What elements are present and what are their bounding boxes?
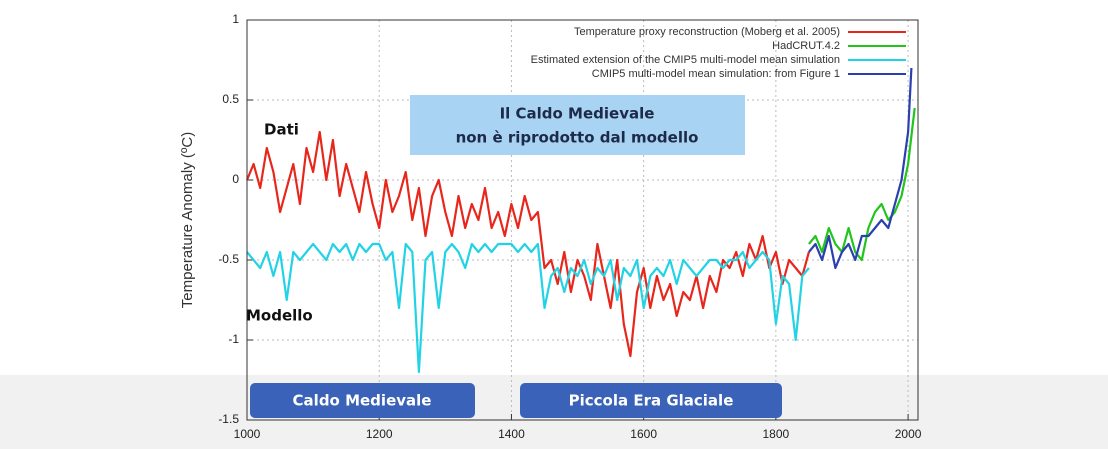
annotation-box	[250, 383, 475, 418]
annotation: non è riprodotto dal modello	[456, 129, 699, 147]
x-tick-label: 1000	[234, 427, 261, 441]
annotation: Caldo Medievale	[293, 392, 432, 410]
x-tick-label: 1200	[366, 427, 393, 441]
annotation: Piccola Era Glaciale	[569, 392, 734, 410]
annotation-box	[410, 95, 745, 155]
y-tick-label: 1	[232, 12, 239, 26]
legend-label: CMIP5 multi-model mean simulation: from …	[592, 68, 840, 80]
annotation: Il Caldo Medievale	[500, 105, 655, 123]
legend-label: Estimated extension of the CMIP5 multi-m…	[531, 54, 840, 66]
data-line	[808, 107, 916, 262]
x-tick-label: 2000	[895, 427, 922, 441]
data-line	[808, 67, 913, 270]
y-tick-label: -0.5	[218, 252, 239, 266]
y-tick-label: 0	[232, 172, 239, 186]
legend-label: HadCRUT.4.2	[772, 40, 840, 52]
plot-frame	[246, 19, 919, 421]
x-tick-label: 1800	[763, 427, 790, 441]
data-line	[246, 242, 810, 374]
data-line	[245, 130, 810, 358]
y-tick-label: 0.5	[222, 92, 239, 106]
y-tick-label: -1	[228, 332, 239, 346]
legend-label: Temperature proxy reconstruction (Moberg…	[574, 26, 840, 38]
annotation-box	[520, 383, 782, 418]
annotation: Dati	[264, 121, 299, 139]
x-tick-label: 1600	[630, 427, 657, 441]
annotation: Modello	[246, 307, 313, 325]
plot-area: -1.5 -1 -0.5 0 0.5 1 1000 1200 1400 1600 1800 2000 T…	[218, 12, 921, 441]
x-tick-label: 1400	[498, 427, 525, 441]
y-axis-label: Temperature Anomaly (ºC)	[179, 132, 196, 308]
y-tick-label: -1.5	[218, 412, 239, 426]
